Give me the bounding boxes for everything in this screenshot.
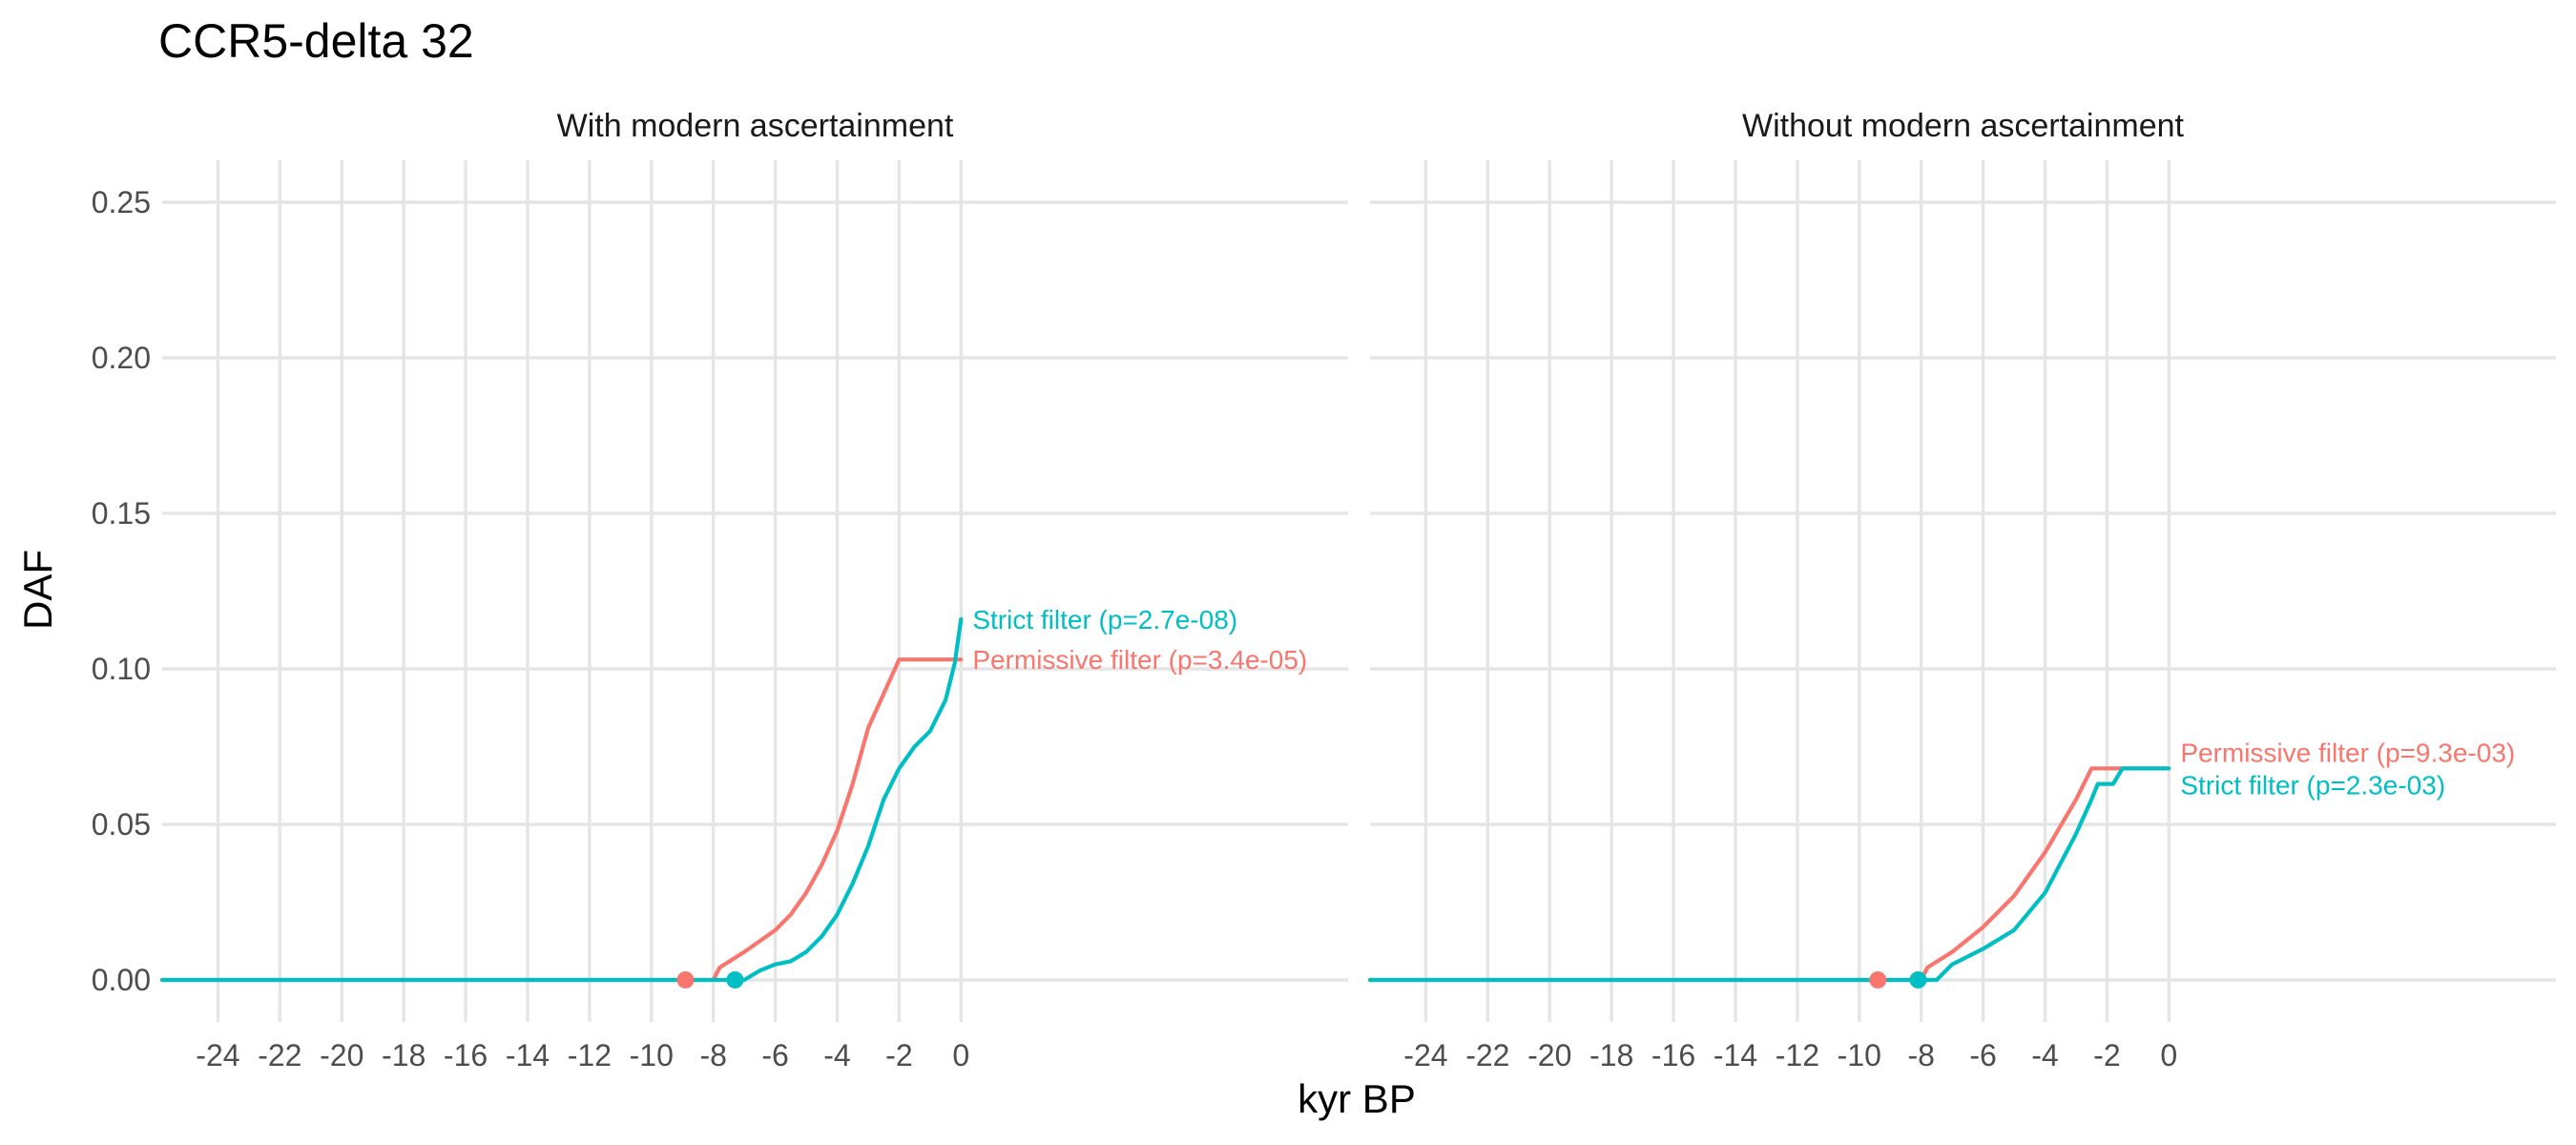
y-tick-label: 0.00 [92,963,151,997]
x-tick-label: -14 [1714,1038,1757,1072]
series-label-strict: Strict filter (p=2.3e-03) [2180,770,2445,800]
y-tick-label: 0.10 [92,652,151,686]
x-tick-label: -18 [382,1038,426,1072]
x-tick-label: -6 [761,1038,788,1072]
x-tick-label: -2 [885,1038,912,1072]
x-tick-label: -2 [2093,1038,2120,1072]
x-tick-label: -24 [196,1038,239,1072]
x-tick-label: -4 [2031,1038,2058,1072]
x-tick-label: -10 [630,1038,674,1072]
facet-strip-title: With modern ascertainment [557,108,954,144]
x-tick-label: -14 [506,1038,550,1072]
series-line-strict [1370,768,2169,980]
facet-panel: With modern ascertainment-24 -22 -20 -18 -16… [162,108,1348,1072]
facet-panel: Without modern ascertainment-24 -22 -20 -18… [1370,108,2556,1072]
facet-strip-title: Without modern ascertainment [1742,108,2185,144]
x-tick-label: -24 [1403,1038,1447,1072]
x-tick-label: -22 [1465,1038,1509,1072]
x-tick-label: -16 [1652,1038,1695,1072]
onset-point-strict [726,971,743,989]
series-label-permissive: Permissive filter (p=9.3e-03) [2180,738,2515,767]
onset-point-permissive [1869,971,1886,989]
series-label-strict: Strict filter (p=2.7e-08) [972,605,1237,635]
y-tick-label: 0.20 [92,341,151,375]
x-tick-label: -12 [1776,1038,1819,1072]
x-tick-label: 0 [2160,1038,2177,1072]
onset-point-strict [1909,971,1926,989]
x-tick-label: -16 [444,1038,488,1072]
onset-point-permissive [676,971,694,989]
y-tick-label: 0.25 [92,185,151,219]
series-line-strict [162,619,961,980]
x-tick-label: 0 [952,1038,969,1072]
y-tick-label: 0.15 [92,496,151,531]
series-label-permissive: Permissive filter (p=3.4e-05) [972,645,1307,675]
y-axis-title: DAF [15,550,60,630]
facet-panels: 0.00 0.05 0.10 0.15 0.20 0.25 With modern asce… [92,108,2556,1072]
x-tick-label: -8 [699,1038,726,1072]
x-axis-title: kyr BP [1298,1076,1416,1121]
x-tick-label: -20 [1527,1038,1571,1072]
x-tick-label: -18 [1589,1038,1633,1072]
chart-title: CCR5-delta 32 [158,14,474,68]
series-line-permissive [162,659,961,980]
series-line-permissive [1370,768,2169,980]
x-tick-label: -4 [823,1038,850,1072]
x-tick-label: -20 [320,1038,364,1072]
x-tick-label: -12 [568,1038,612,1072]
x-tick-label: -6 [1969,1038,1996,1072]
x-tick-label: -8 [1907,1038,1934,1072]
x-tick-label: -22 [258,1038,301,1072]
x-tick-label: -10 [1838,1038,1881,1072]
y-tick-label: 0.05 [92,807,151,842]
